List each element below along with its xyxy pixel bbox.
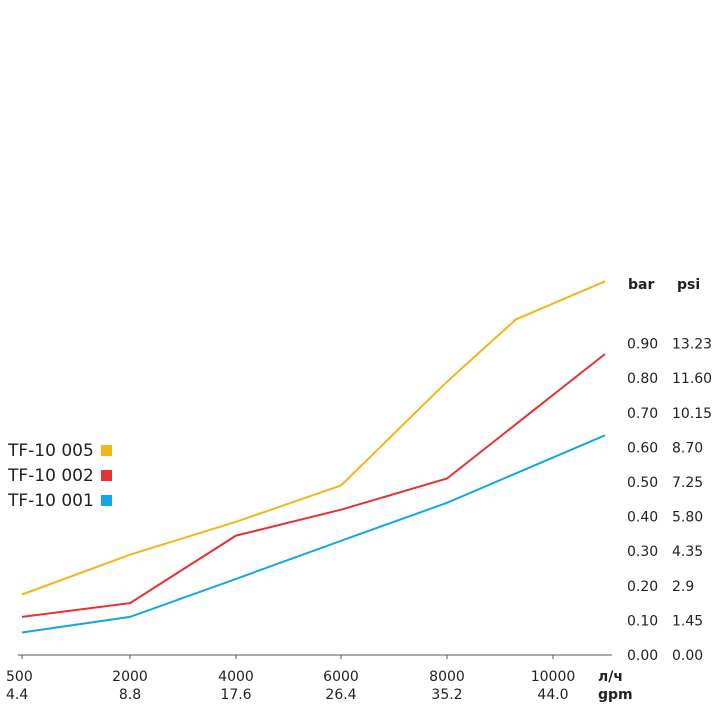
y-tick-label-psi: 11.60 [672,371,712,387]
x-tick-label: 2000 [112,669,148,685]
y-tick-label-psi: 0.00 [672,648,703,664]
y-tick-label-bar: 0.20 [627,579,658,595]
y-tick-label-bar: 0.80 [627,371,658,387]
legend: TF-10 005 TF-10 002 TF-10 001 [8,438,112,513]
x-tick-label-secondary: 17.6 [220,687,251,703]
y-tick-label-bar: 0.00 [627,648,658,664]
legend-swatch [100,445,112,456]
y-tick-label-bar: 0.90 [627,337,658,353]
legend-label: TF-10 005 [8,440,94,461]
y-tick-label-bar: 0.60 [627,440,658,456]
series-layer [21,280,606,634]
x-tick-label: 10000 [531,669,576,685]
y-tick-label-psi: 13.23 [672,337,712,353]
y-tick-label-psi: 10.15 [672,406,712,422]
legend-item: TF-10 005 [8,438,112,463]
x-tick-label: 4000 [218,669,254,685]
x-tick-label-secondary: 8.8 [119,687,141,703]
y-tick-label-psi: 7.25 [672,475,703,491]
series-line-0 [21,280,606,596]
x-tick-label: 500 [6,669,33,685]
y-tick-label-psi: 4.35 [672,544,703,560]
series-line-2 [21,434,606,634]
y-tick-label-psi: 1.45 [672,613,703,629]
legend-item: TF-10 002 [8,463,112,488]
series-line-1 [21,353,606,618]
legend-label: TF-10 002 [8,465,94,486]
y-unit-secondary: psi [677,277,700,293]
x-tick-label: 8000 [429,669,465,685]
y-tick-label-bar: 0.10 [627,613,658,629]
x-tick-label-secondary: 26.4 [325,687,356,703]
y-tick-label-psi: 2.9 [672,579,694,595]
x-unit-secondary: gpm [598,687,633,703]
y-tick-label-bar: 0.40 [627,510,658,526]
y-tick-label-bar: 0.70 [627,406,658,422]
y-tick-label-bar: 0.50 [627,475,658,491]
x-tick-label: 6000 [323,669,359,685]
legend-swatch [100,495,112,506]
y-unit-primary: bar [628,277,654,293]
x-tick-label-secondary: 35.2 [431,687,462,703]
y-tick-label-psi: 5.80 [672,510,703,526]
y-tick-label-psi: 8.70 [672,440,703,456]
x-tick-label-secondary: 4.4 [6,687,28,703]
x-tick-layer: 500 4.4 2000 8.8 4000 17.6 6000 26.4 8000 35.2 100… [6,655,575,703]
y-tick-label-bar: 0.30 [627,544,658,560]
x-tick-label-secondary: 44.0 [537,687,568,703]
legend-label: TF-10 001 [8,490,94,511]
legend-swatch [100,470,112,481]
x-unit-primary: л/ч [598,669,623,685]
legend-item: TF-10 001 [8,488,112,513]
y-tick-layer: 0.00 0.00 0.10 1.45 0.20 2.9 0.30 4.35 0.40 5.80 0… [627,337,712,664]
